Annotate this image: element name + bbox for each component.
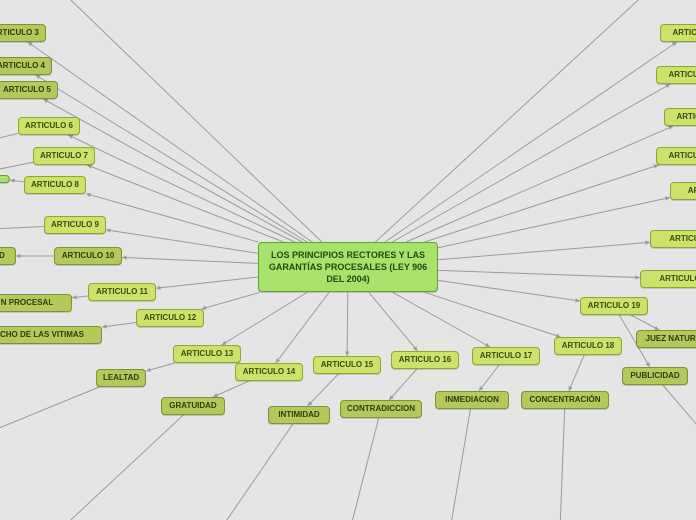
node-label: ARTICULO 14	[243, 367, 295, 377]
node-r24[interactable]: ARTICUL	[664, 108, 696, 126]
node-label: ARTICULO 13	[181, 349, 233, 359]
node-con[interactable]: CONTRADICCION	[340, 400, 422, 418]
node-a12[interactable]: ARTICULO 12	[136, 309, 204, 327]
node-label: LEALTAD	[103, 373, 139, 383]
node-a11g[interactable]: N PROCESAL	[0, 294, 72, 312]
node-label: CONCENTRACIÓN	[529, 395, 600, 405]
node-gra[interactable]: GRATUIDAD	[161, 397, 225, 415]
node-a19[interactable]: ARTICULO 19	[580, 297, 648, 315]
node-cnc[interactable]: CONCENTRACIÓN	[521, 391, 609, 409]
node-a15[interactable]: ARTICULO 15	[313, 356, 381, 374]
node-r20[interactable]: ARTICULO	[640, 270, 696, 288]
node-label: PUBLICIDAD	[630, 371, 679, 381]
node-a8[interactable]: ARTICULO 8	[24, 176, 86, 194]
node-a14[interactable]: ARTICULO 14	[235, 363, 303, 381]
central-node[interactable]: LOS PRINCIPIOS RECTORES Y LAS GARANTÍAS …	[258, 242, 438, 292]
node-a13[interactable]: ARTICULO 13	[173, 345, 241, 363]
node-label: ARTICULO 4	[0, 61, 45, 71]
node-r25[interactable]: ARTICUL	[656, 66, 696, 84]
node-r23[interactable]: ARTICUL	[656, 147, 696, 165]
node-label: ARTIC	[688, 186, 696, 196]
node-label: N PROCESAL	[1, 298, 53, 308]
node-label: ARTICUL	[668, 151, 696, 161]
node-r26[interactable]: ARTICUL	[660, 24, 696, 42]
node-pub[interactable]: PUBLICIDAD	[622, 367, 688, 385]
node-label: ARTICUL	[668, 70, 696, 80]
node-label: ARTICULO 15	[321, 360, 373, 370]
node-a9[interactable]: ARTICULO 9	[44, 216, 106, 234]
node-r21[interactable]: ARTICULO	[650, 230, 696, 248]
node-label: ARTICULO 18	[562, 341, 614, 351]
node-label: JUEZ NATURAL	[646, 334, 696, 344]
node-label: ARTICULO 11	[96, 287, 148, 297]
node-label: INTIMIDAD	[278, 410, 319, 420]
node-label: INMEDIACION	[445, 395, 499, 405]
node-a4[interactable]: ARTICULO 4	[0, 57, 52, 75]
node-label: CONTRADICCION	[347, 404, 415, 414]
node-a12g[interactable]: CHO DE LAS VITIMAS	[0, 326, 102, 344]
node-a11[interactable]: ARTICULO 11	[88, 283, 156, 301]
node-lea[interactable]: LEALTAD	[96, 369, 146, 387]
node-a16[interactable]: ARTICULO 16	[391, 351, 459, 369]
node-label: ARTICUL	[672, 28, 696, 38]
node-label: GRATUIDAD	[169, 401, 216, 411]
node-label: ARTICULO 8	[31, 180, 79, 190]
node-label: CHO DE LAS VITIMAS	[0, 330, 84, 340]
node-label: ARTICULO 3	[0, 28, 39, 38]
node-label: AD	[0, 251, 5, 261]
node-a7[interactable]: ARTICULO 7	[33, 147, 95, 165]
node-label: ARTICULO 17	[480, 351, 532, 361]
node-label: ARTICULO 16	[399, 355, 451, 365]
node-label: ARTICULO 12	[144, 313, 196, 323]
node-int[interactable]: INTIMIDAD	[268, 406, 330, 424]
node-a17[interactable]: ARTICULO 17	[472, 347, 540, 365]
node-label: ARTICULO 5	[3, 85, 51, 95]
node-label: ARTICULO 10	[62, 251, 114, 261]
node-a10[interactable]: ARTICULO 10	[54, 247, 122, 265]
node-a10g[interactable]: AD	[0, 247, 16, 265]
node-jz[interactable]: JUEZ NATURAL	[636, 330, 696, 348]
node-a18[interactable]: ARTICULO 18	[554, 337, 622, 355]
node-label: ARTICULO 9	[51, 220, 99, 230]
node-a5[interactable]: ARTICULO 5	[0, 81, 58, 99]
node-a8g[interactable]	[0, 175, 10, 183]
central-label: LOS PRINCIPIOS RECTORES Y LAS GARANTÍAS …	[267, 249, 429, 285]
node-label: ARTICULO 19	[588, 301, 640, 311]
node-label: ARTICUL	[676, 112, 696, 122]
node-a3[interactable]: ARTICULO 3	[0, 24, 46, 42]
mindmap-stage: LOS PRINCIPIOS RECTORES Y LAS GARANTÍAS …	[0, 0, 696, 520]
node-inm[interactable]: INMEDIACION	[435, 391, 509, 409]
node-r22[interactable]: ARTIC	[670, 182, 696, 200]
node-label: ARTICULO	[659, 274, 696, 284]
node-label: ARTICULO	[669, 234, 696, 244]
node-label: ARTICULO 6	[25, 121, 73, 131]
node-label: ARTICULO 7	[40, 151, 88, 161]
node-a6[interactable]: ARTICULO 6	[18, 117, 80, 135]
